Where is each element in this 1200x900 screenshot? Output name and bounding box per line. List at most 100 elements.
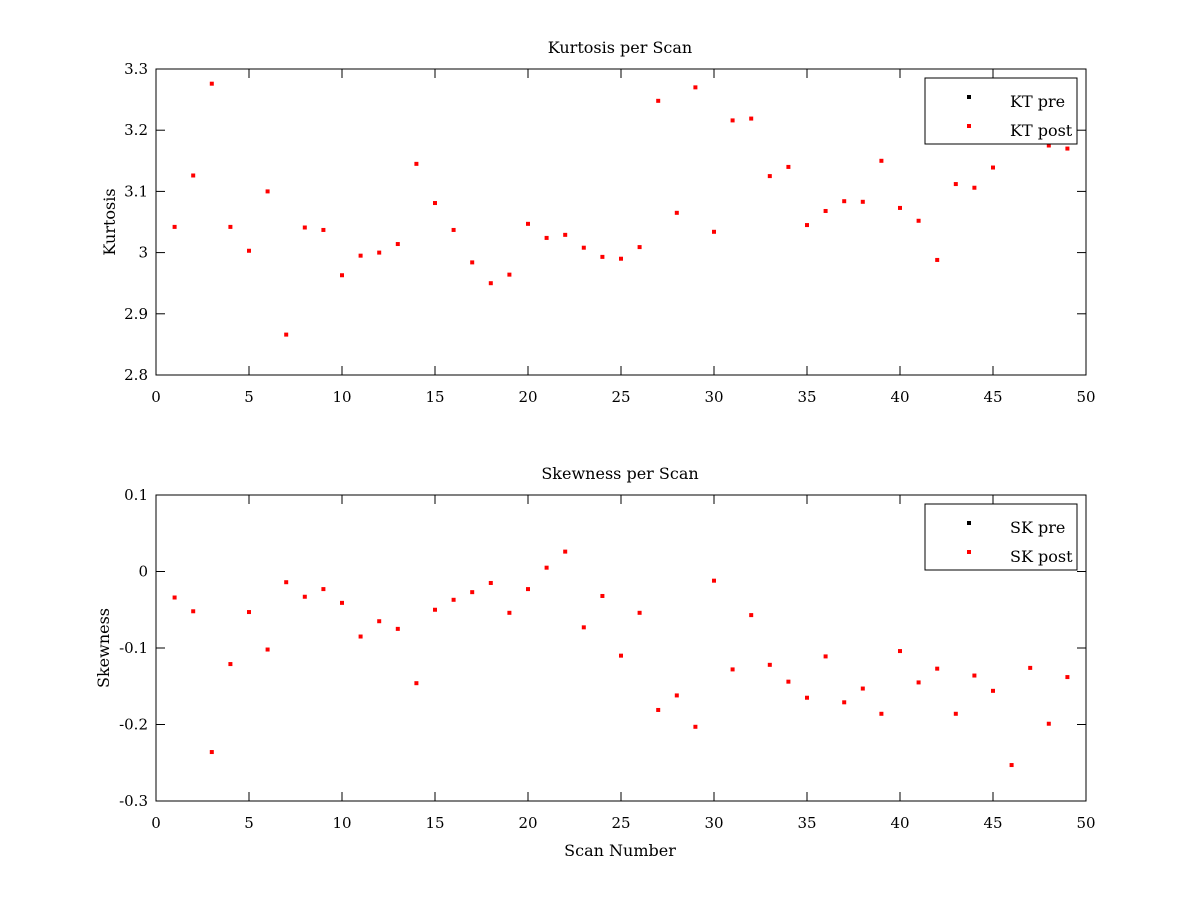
x-tick-label: 40 [890,814,909,832]
x-tick-label: 35 [797,814,816,832]
data-point [526,221,530,226]
data-point [656,98,661,103]
data-point [302,594,307,599]
data-point [823,654,828,659]
y-tick-label: 2.9 [124,305,148,323]
legend-box [924,77,1078,145]
kurtosis-chart: Kurtosis per Scan Kurtosis 0 5 10 15 20 25 30 3… [100,38,1096,406]
data-point [581,245,586,250]
data-points [172,81,1070,337]
data-point [321,227,326,232]
data-point [209,750,214,755]
data-point [358,253,363,258]
data-point [1065,675,1070,680]
legend-label-pre: KT pre [1010,92,1065,111]
data-point [749,613,754,618]
data-point [414,161,419,166]
y-tick-label: 3.2 [124,121,148,139]
data-point [451,597,456,602]
x-tick-label: 0 [151,814,161,832]
data-point [544,235,549,240]
legend-marker-pre [967,521,971,525]
legend-marker-post [967,550,971,554]
legend-label-pre: SK pre [1010,518,1065,537]
data-point [860,199,865,204]
data-point [730,667,735,672]
data-point [563,232,568,237]
legend: SK pre SK post [924,503,1078,571]
data-point [619,653,623,658]
y-tick-label: 0 [138,563,148,581]
skewness-chart: Skewness per Scan Skewness Scan Number 0… [94,464,1096,860]
x-tick-label: 20 [518,814,537,832]
data-point [488,281,493,286]
data-point [191,173,196,178]
y-tick-label: -0.1 [119,639,148,657]
legend-label-post: KT post [1010,121,1073,140]
x-tick-label: 30 [704,388,723,406]
data-point [526,587,530,592]
data-point [842,199,847,204]
data-point [265,647,270,652]
chart-title: Skewness per Scan [541,464,698,483]
legend: KT pre KT post [924,77,1078,145]
data-point [656,707,661,712]
tick-group: 0 5 10 15 20 25 30 35 40 45 50 2.8 2.9 3 3.1 3.2 3.3 [124,60,1095,406]
data-point [228,224,233,229]
data-point [823,208,828,213]
data-point [172,224,177,229]
data-point [507,610,512,615]
data-point [1046,143,1051,148]
y-tick-label: 3 [138,244,148,262]
x-tick-label: 15 [425,388,444,406]
data-point [805,695,809,700]
data-point [284,580,289,585]
data-point [172,595,177,600]
x-tick-label: 35 [797,388,816,406]
data-point [395,626,400,631]
data-point [247,248,251,253]
data-point [879,158,884,163]
data-point [544,565,549,570]
data-point [749,116,754,121]
data-point [842,700,847,705]
legend-marker-post [967,124,971,128]
data-point [284,332,289,337]
data-point [916,680,921,685]
x-tick-label: 10 [332,814,351,832]
legend-box [924,503,1078,571]
data-point [581,625,586,630]
data-point [1009,763,1014,768]
x-tick-label: 25 [611,814,630,832]
data-point [953,182,958,187]
data-point [1046,721,1051,726]
y-tick-label: 0.1 [124,486,148,504]
data-point [191,609,196,614]
legend-label-post: SK post [1010,547,1073,566]
x-axis-label: Scan Number [564,841,676,860]
data-point [563,549,568,554]
x-tick-label: 45 [983,388,1002,406]
data-point [786,164,791,169]
tick-group: 0 5 10 15 20 25 30 35 40 45 50 -0.3 -0.2 -0.1 0 0.1 [119,486,1095,832]
data-point [451,227,456,232]
plot-frame [155,494,1087,802]
data-point [972,185,977,190]
data-point [414,681,419,686]
data-point [209,81,214,86]
plot-frame [155,68,1087,376]
y-tick-label: 3.1 [124,182,148,200]
data-point [321,587,326,592]
x-tick-label: 25 [611,388,630,406]
data-point [860,686,865,691]
x-tick-label: 45 [983,814,1002,832]
data-point [470,260,475,265]
data-point [879,711,884,716]
data-point [433,201,437,206]
x-tick-label: 50 [1076,814,1095,832]
data-point [693,724,698,729]
data-point [786,679,791,684]
x-tick-label: 50 [1076,388,1095,406]
